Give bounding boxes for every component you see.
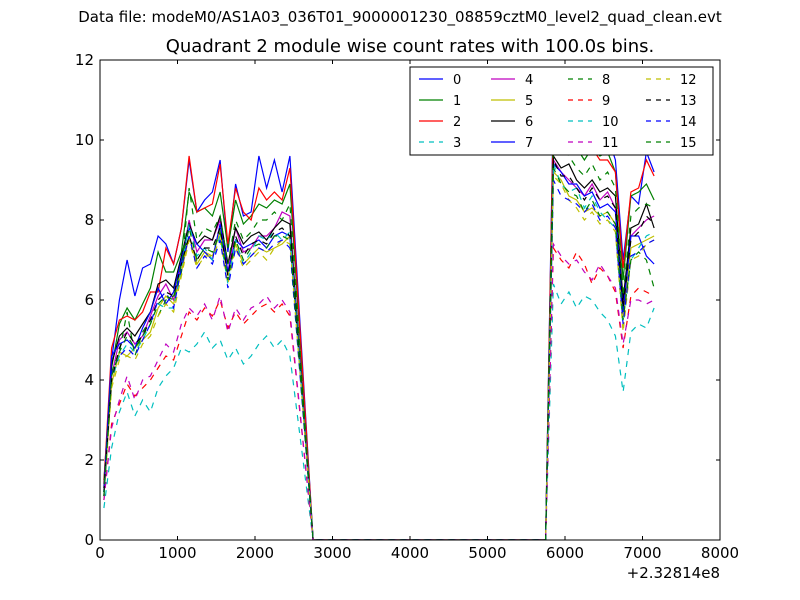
x-tick-label: 6000 bbox=[546, 544, 584, 562]
y-tick-label: 10 bbox=[75, 131, 94, 149]
legend-label-5: 5 bbox=[525, 94, 533, 109]
legend-label-12: 12 bbox=[680, 73, 697, 88]
series-line-2 bbox=[103, 98, 655, 540]
legend-label-0: 0 bbox=[453, 73, 461, 88]
legend-label-11: 11 bbox=[602, 136, 619, 151]
x-tick-label: 3000 bbox=[313, 544, 351, 562]
series-line-9 bbox=[103, 246, 655, 540]
y-tick-label: 12 bbox=[75, 51, 94, 69]
legend-box bbox=[409, 66, 714, 156]
y-tick-label: 8 bbox=[84, 211, 94, 229]
series-line-15 bbox=[103, 167, 655, 540]
x-offset-label: +2.32814e8 bbox=[627, 564, 720, 582]
series-line-6 bbox=[103, 154, 655, 540]
y-tick-label: 4 bbox=[84, 371, 94, 389]
legend-label-15: 15 bbox=[680, 136, 697, 151]
series-layer bbox=[103, 98, 655, 540]
series-line-3 bbox=[103, 283, 655, 540]
series-line-12 bbox=[103, 174, 655, 540]
legend-label-9: 9 bbox=[602, 94, 610, 109]
legend-label-4: 4 bbox=[525, 73, 533, 88]
x-tick-label: 8000 bbox=[701, 544, 739, 562]
x-tick-label: 0 bbox=[95, 544, 105, 562]
series-line-8 bbox=[103, 130, 655, 540]
legend-label-1: 1 bbox=[453, 94, 461, 109]
series-line-11 bbox=[103, 242, 655, 540]
axes: 0 1000 2000 3000 4000 5000 6000 7000 80000246810… bbox=[75, 51, 739, 562]
figure-suptitle: Data file: modeM0/AS1A03_036T01_90000012… bbox=[78, 8, 722, 26]
legend-label-7: 7 bbox=[525, 136, 533, 151]
series-line-5 bbox=[103, 170, 655, 540]
series-line-14 bbox=[103, 179, 655, 540]
x-tick-label: 7000 bbox=[623, 544, 661, 562]
series-line-0 bbox=[103, 99, 655, 540]
legend-label-6: 6 bbox=[525, 115, 533, 130]
y-tick-label: 6 bbox=[84, 291, 94, 309]
x-tick-label: 2000 bbox=[236, 544, 274, 562]
series-line-7 bbox=[103, 162, 655, 540]
y-tick-label: 0 bbox=[84, 531, 94, 549]
legend-label-10: 10 bbox=[602, 115, 619, 130]
legend-label-14: 14 bbox=[680, 115, 697, 130]
legend-label-13: 13 bbox=[680, 94, 697, 109]
legend-label-8: 8 bbox=[602, 73, 610, 88]
legend-label-3: 3 bbox=[453, 136, 461, 151]
x-tick-label: 1000 bbox=[158, 544, 196, 562]
chart-title: Quadrant 2 module wise count rates with … bbox=[165, 36, 655, 57]
legend-label-2: 2 bbox=[453, 115, 461, 130]
x-tick-label: 4000 bbox=[391, 544, 429, 562]
x-tick-label: 5000 bbox=[468, 544, 506, 562]
y-tick-label: 2 bbox=[84, 451, 94, 469]
series-line-10 bbox=[103, 163, 655, 540]
